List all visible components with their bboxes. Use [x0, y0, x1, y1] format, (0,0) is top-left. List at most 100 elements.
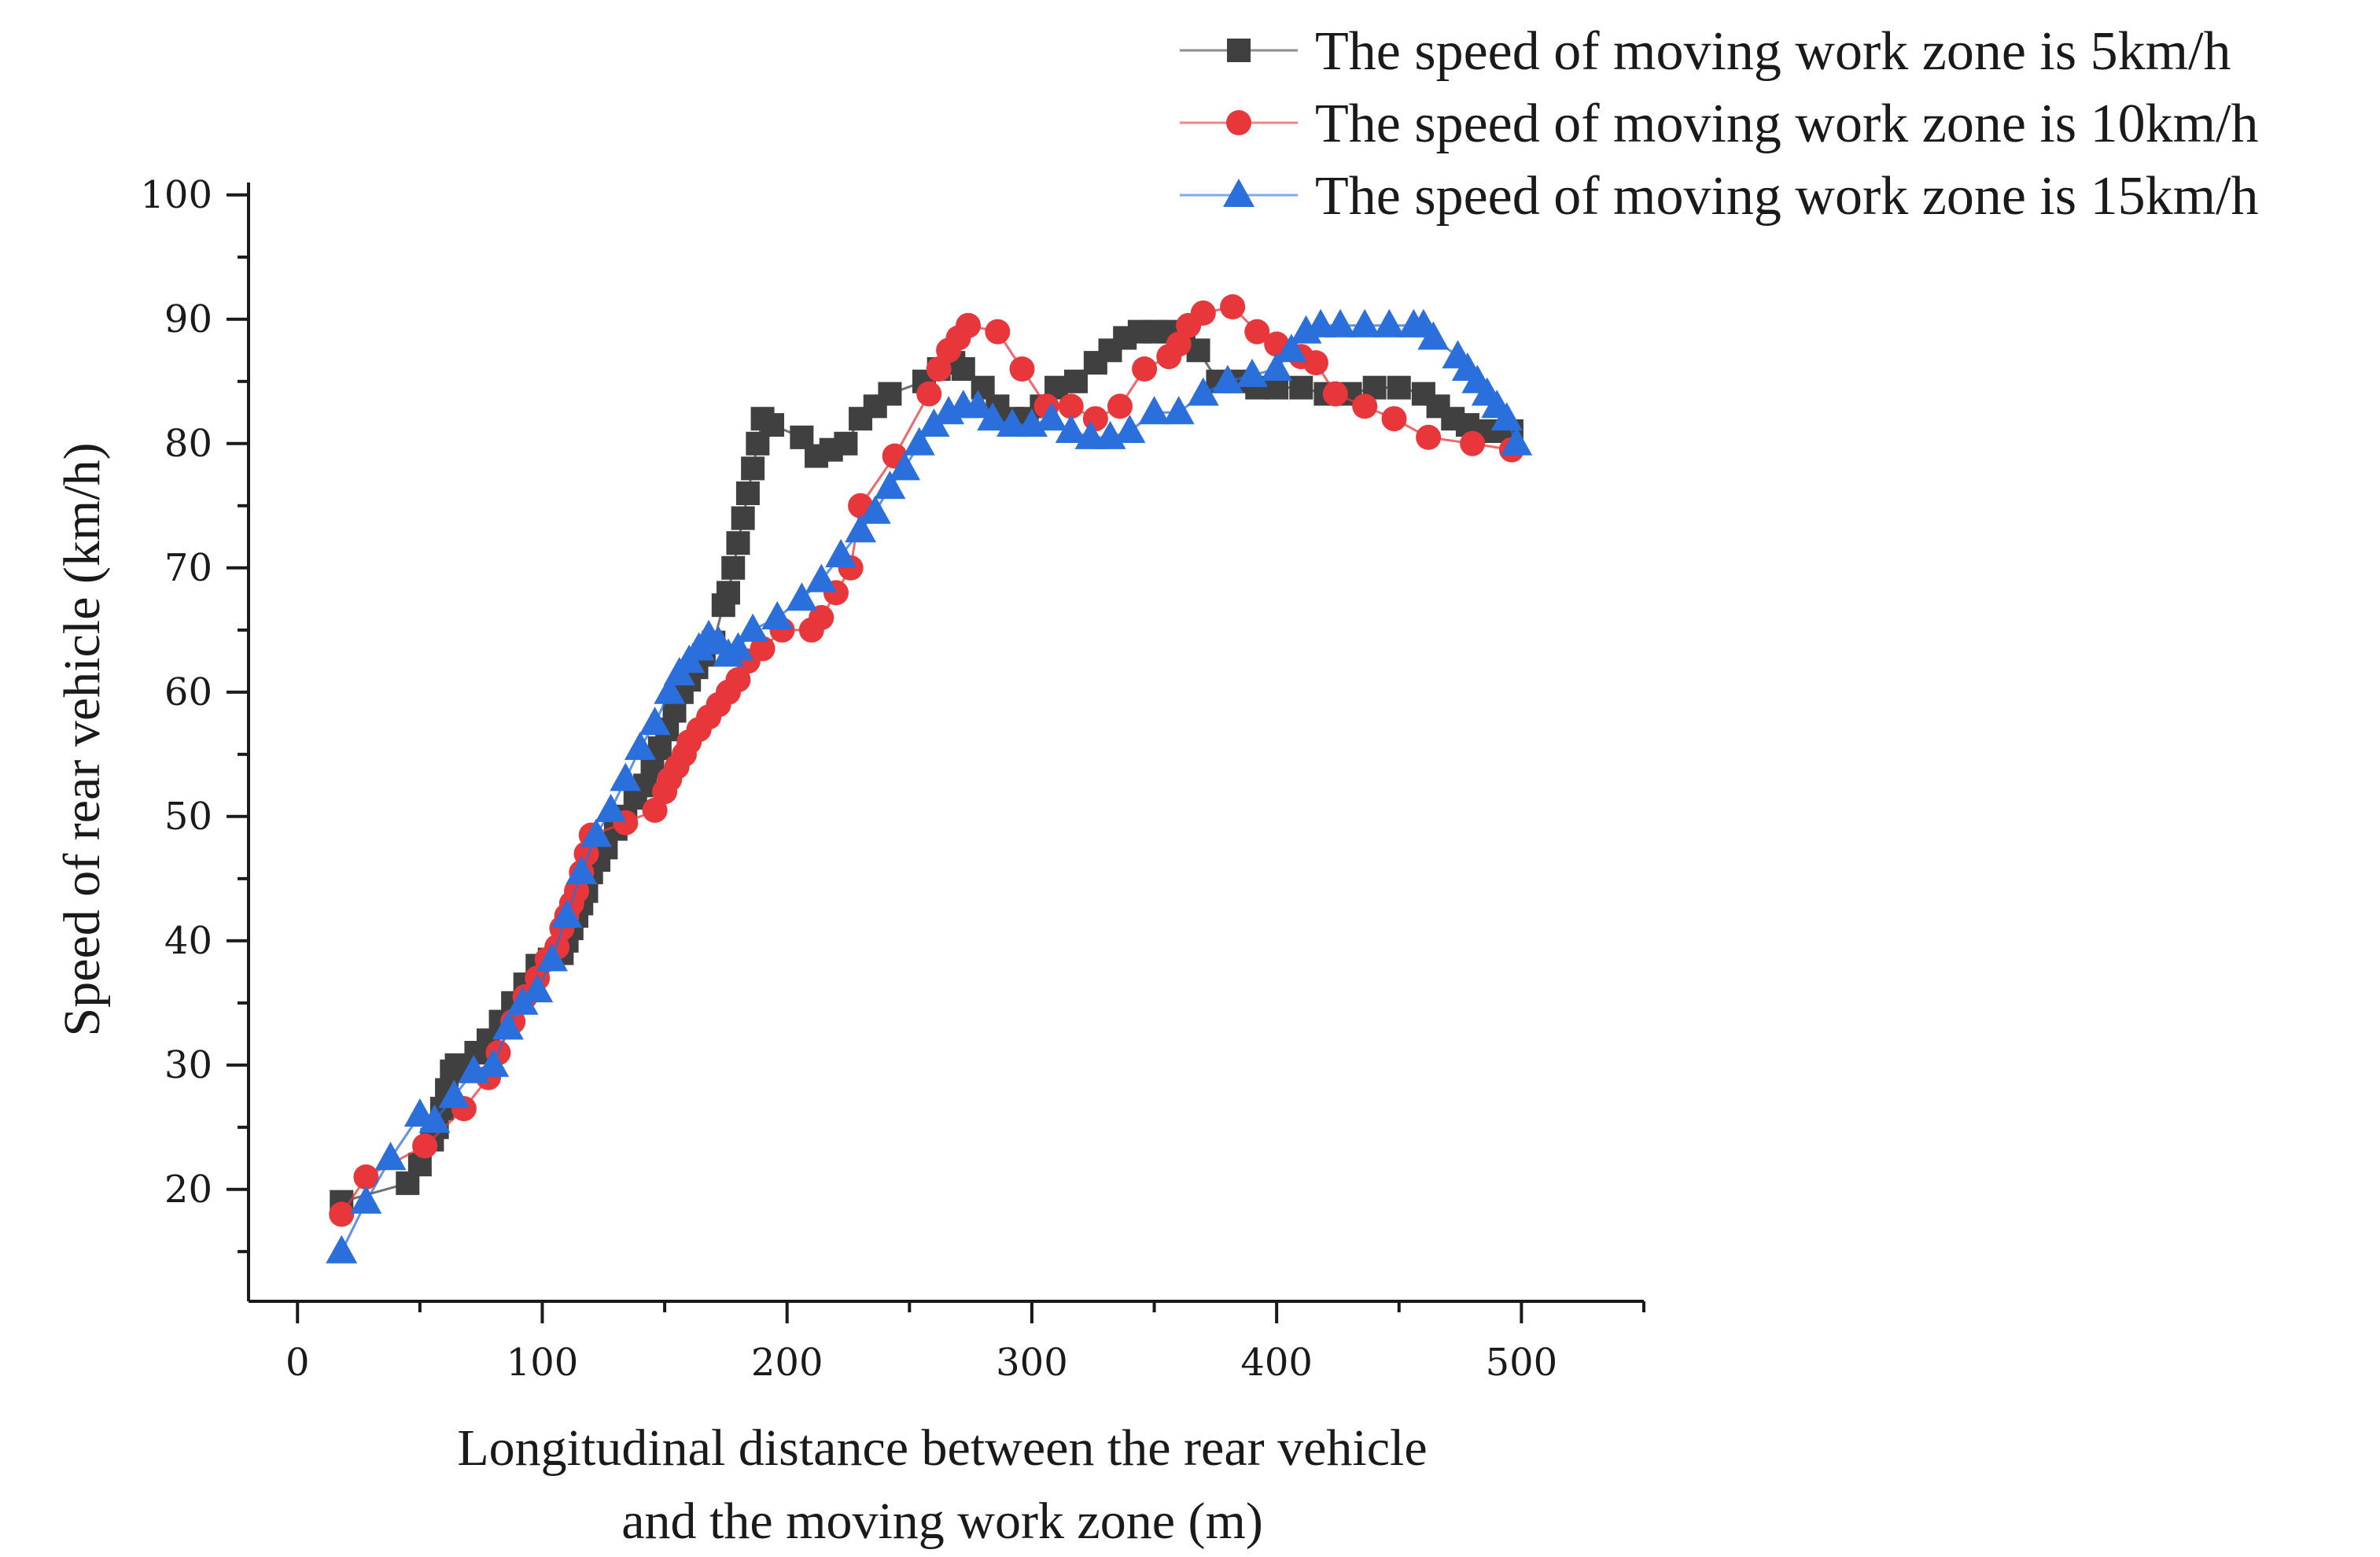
series-1-point	[878, 382, 902, 406]
y-tick-label: 30	[164, 1043, 212, 1087]
series-2-point	[1220, 294, 1246, 319]
legend-marker-3	[1223, 179, 1254, 207]
series-1-point	[717, 581, 741, 605]
series-1-point	[721, 555, 746, 580]
y-tick-label: 40	[164, 919, 212, 963]
series-3-point	[859, 495, 891, 524]
series-3-point	[825, 539, 857, 567]
series-3-point	[805, 563, 838, 592]
series-2-point	[725, 667, 751, 692]
series-1-point	[731, 506, 755, 530]
series-1-point	[726, 531, 750, 555]
series-3-point	[551, 899, 583, 928]
series-2-point	[1460, 430, 1486, 456]
series-3-point	[1114, 415, 1146, 443]
series-1-point	[834, 431, 858, 456]
series-3-point	[438, 1079, 470, 1109]
y-axis-title: Speed of rear vehicle (km/h)	[53, 442, 111, 1036]
series-3-point	[737, 613, 769, 642]
series-3-point	[350, 1185, 382, 1214]
series-2-point	[642, 797, 668, 823]
series-3-point	[722, 632, 754, 661]
series-3-point	[903, 426, 935, 456]
series-2-point	[1166, 331, 1192, 357]
series-2-point	[1009, 356, 1035, 382]
series-3-point	[1349, 308, 1381, 338]
series-2-point	[809, 605, 834, 630]
x-tick-label: 400	[1240, 1341, 1313, 1385]
series-3-point	[610, 762, 642, 791]
series-3-point	[1261, 352, 1293, 381]
series-2-point	[750, 636, 776, 662]
series-3-point	[654, 675, 686, 704]
series-2-point	[412, 1133, 438, 1159]
series-3-point	[889, 452, 921, 481]
series-3-point	[566, 855, 598, 884]
series-3-point	[1501, 426, 1533, 456]
series-3-point	[786, 582, 818, 611]
series-3-point	[1236, 358, 1269, 387]
series-3-point	[624, 731, 656, 760]
y-tick-label: 80	[164, 422, 212, 466]
series-2-point	[1352, 393, 1378, 419]
series-3-point	[1055, 415, 1087, 443]
y-tick-label: 100	[140, 173, 212, 217]
series-2-point	[1190, 300, 1216, 326]
legend-label-2: The speed of moving work zone is 10km/h	[1315, 94, 2259, 154]
series-1-point	[741, 456, 765, 481]
legend-marker-2	[1226, 110, 1251, 135]
series-3-point	[761, 601, 794, 629]
axes: 20 30 40 50 60 70 80 90 100 0 100 200 300 400 500	[140, 173, 1645, 1385]
series-2-point	[1302, 350, 1328, 376]
series-3-point	[580, 818, 612, 847]
series-3-point	[595, 793, 627, 822]
series-3	[326, 308, 1533, 1264]
series-2-point	[1132, 356, 1158, 382]
series-3-point	[845, 514, 877, 543]
series-3-point	[374, 1142, 407, 1171]
series-2-point	[353, 1164, 379, 1190]
x-axis-title-line-1: Longitudinal distance between the rear v…	[457, 1419, 1427, 1477]
series-1-point	[1289, 375, 1313, 400]
series-2-point	[1416, 424, 1442, 450]
x-tick-label: 300	[996, 1341, 1068, 1385]
series-3-point	[1187, 377, 1219, 406]
x-tick-label: 100	[507, 1341, 579, 1385]
y-tick-label: 90	[164, 297, 212, 341]
series-2-point	[916, 381, 942, 407]
series-3-point	[521, 974, 554, 1002]
y-tick-label: 70	[164, 546, 212, 590]
y-tick-label: 20	[164, 1168, 212, 1212]
series-3-point	[874, 470, 906, 500]
series-3-point	[492, 1011, 524, 1040]
series-3-point	[1490, 402, 1523, 431]
series-3-point	[418, 1104, 451, 1133]
series-2-point	[956, 312, 982, 338]
series-2-point	[329, 1201, 355, 1227]
series-2-point	[1322, 381, 1348, 407]
series-3-point	[1417, 321, 1450, 350]
series-1-point	[761, 413, 785, 437]
y-tick-label: 60	[164, 670, 212, 714]
series-3-point	[977, 402, 1009, 431]
series-3-line	[340, 324, 1518, 1253]
series-layer	[326, 294, 1533, 1264]
legend-marker-1	[1227, 39, 1251, 62]
series-3-point	[1138, 396, 1170, 425]
series-1-line	[341, 330, 1512, 1204]
series-1-point	[1387, 375, 1411, 400]
series-3-point	[962, 389, 994, 419]
series-3-point	[536, 943, 568, 972]
x-tick-label: 500	[1486, 1341, 1558, 1385]
series-3-point	[1035, 402, 1067, 431]
series-2-point	[1244, 319, 1270, 345]
series-3-point	[1373, 308, 1406, 338]
x-tick-label: 200	[751, 1341, 823, 1385]
x-axis-title-line-2: and the moving work zone (m)	[621, 1492, 1263, 1550]
legend-label-3: The speed of moving work zone is 15km/h	[1315, 166, 2259, 227]
series-3-point	[639, 707, 671, 736]
legend: The speed of moving work zone is 5km/h Th…	[1180, 21, 2259, 227]
series-2-point	[1381, 406, 1407, 432]
series-2-point	[926, 356, 952, 382]
